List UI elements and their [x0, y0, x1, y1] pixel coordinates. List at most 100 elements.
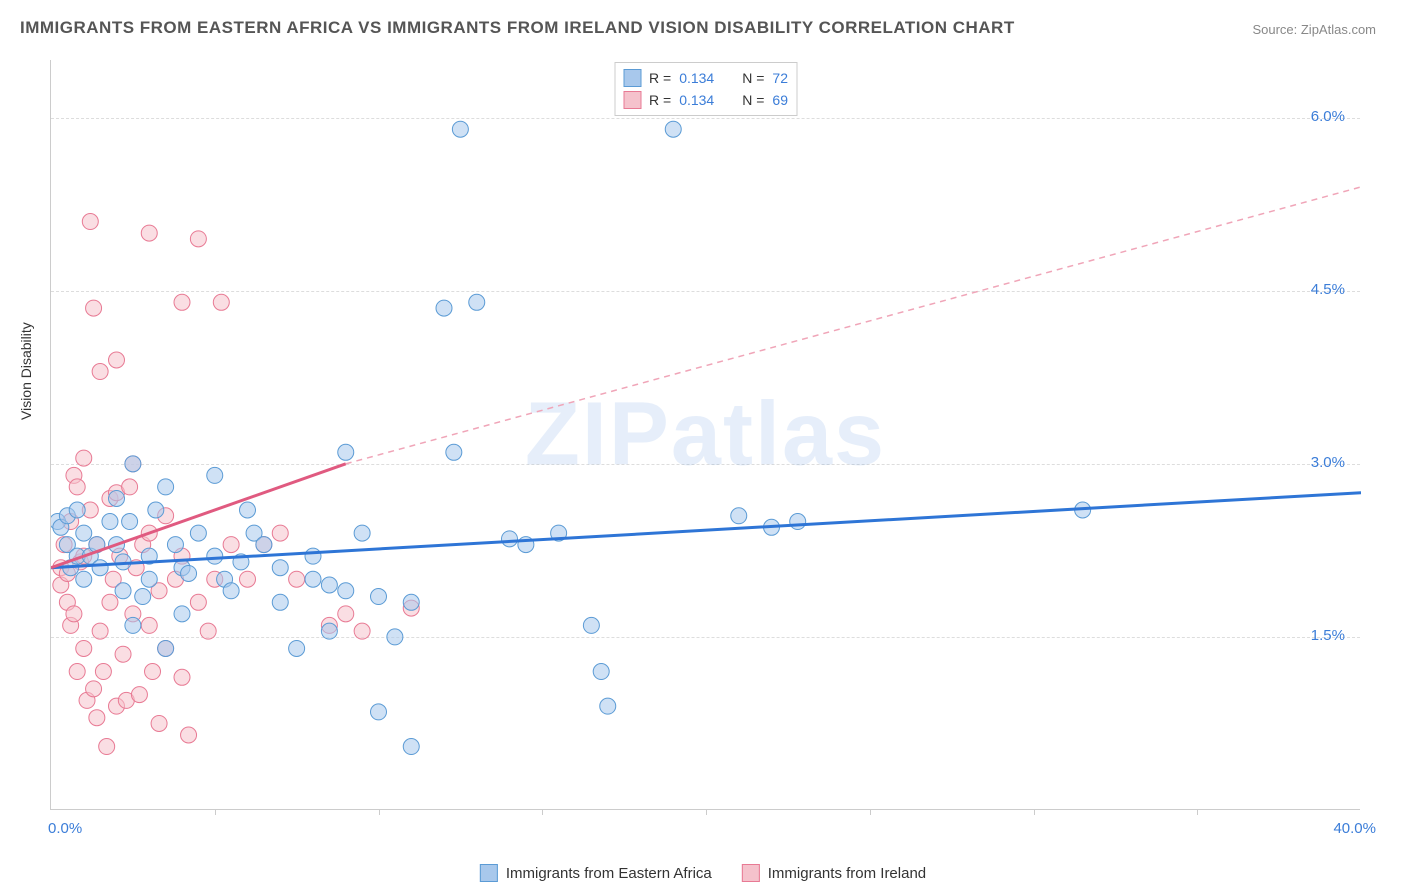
scatter-point	[158, 479, 174, 495]
legend-series-item: Immigrants from Ireland	[742, 864, 926, 882]
scatter-point	[102, 514, 118, 530]
scatter-point	[469, 294, 485, 310]
scatter-point	[354, 623, 370, 639]
scatter-point	[76, 571, 92, 587]
r-label: R =	[649, 70, 671, 86]
scatter-point	[321, 623, 337, 639]
scatter-point	[600, 698, 616, 714]
x-axis-max-label: 40.0%	[1333, 820, 1376, 837]
scatter-point	[256, 537, 272, 553]
legend-swatch	[742, 864, 760, 882]
legend-swatch	[623, 91, 641, 109]
scatter-point	[289, 571, 305, 587]
scatter-point	[109, 352, 125, 368]
regression-line	[346, 187, 1361, 464]
scatter-point	[82, 214, 98, 230]
scatter-point	[593, 664, 609, 680]
scatter-point	[141, 571, 157, 587]
scatter-point	[122, 479, 138, 495]
scatter-point	[213, 294, 229, 310]
scatter-point	[102, 594, 118, 610]
scatter-point	[272, 525, 288, 541]
scatter-point	[371, 704, 387, 720]
scatter-point	[69, 664, 85, 680]
scatter-point	[338, 583, 354, 599]
scatter-point	[141, 225, 157, 241]
r-label: R =	[649, 92, 671, 108]
scatter-point	[174, 606, 190, 622]
scatter-point	[115, 646, 131, 662]
scatter-point	[583, 617, 599, 633]
n-value: 69	[772, 92, 788, 108]
r-value: 0.134	[679, 92, 714, 108]
scatter-point	[190, 231, 206, 247]
scatter-point	[69, 479, 85, 495]
scatter-point	[66, 606, 82, 622]
scatter-point	[122, 514, 138, 530]
scatter-point	[403, 594, 419, 610]
plot-area: ZIPatlas R =0.134N =72R =0.134N =69 1.5%…	[50, 60, 1360, 810]
r-value: 0.134	[679, 70, 714, 86]
scatter-point	[338, 606, 354, 622]
scatter-point	[200, 623, 216, 639]
scatter-point	[452, 121, 468, 137]
scatter-point	[95, 664, 111, 680]
scatter-point	[69, 502, 85, 518]
scatter-point	[151, 715, 167, 731]
scatter-point	[354, 525, 370, 541]
scatter-point	[125, 456, 141, 472]
scatter-point	[223, 537, 239, 553]
scatter-point	[135, 589, 151, 605]
scatter-point	[207, 467, 223, 483]
legend-bottom: Immigrants from Eastern Africa Immigrants…	[480, 864, 926, 882]
scatter-point	[305, 548, 321, 564]
scatter-point	[89, 710, 105, 726]
scatter-point	[92, 623, 108, 639]
scatter-point	[92, 364, 108, 380]
n-label: N =	[742, 70, 764, 86]
scatter-svg	[51, 60, 1361, 810]
scatter-point	[181, 565, 197, 581]
chart-title: IMMIGRANTS FROM EASTERN AFRICA VS IMMIGR…	[20, 18, 1015, 38]
legend-stats-row: R =0.134N =72	[623, 67, 788, 89]
scatter-point	[272, 594, 288, 610]
scatter-point	[731, 508, 747, 524]
scatter-point	[86, 300, 102, 316]
scatter-point	[289, 640, 305, 656]
scatter-point	[240, 502, 256, 518]
scatter-point	[207, 548, 223, 564]
scatter-point	[436, 300, 452, 316]
scatter-point	[338, 444, 354, 460]
legend-series-label: Immigrants from Ireland	[768, 865, 926, 882]
legend-stats-box: R =0.134N =72R =0.134N =69	[614, 62, 797, 116]
scatter-point	[190, 525, 206, 541]
scatter-point	[502, 531, 518, 547]
legend-swatch	[480, 864, 498, 882]
scatter-point	[167, 537, 183, 553]
legend-series-label: Immigrants from Eastern Africa	[506, 865, 712, 882]
scatter-point	[145, 664, 161, 680]
n-label: N =	[742, 92, 764, 108]
x-axis-min-label: 0.0%	[48, 820, 82, 837]
scatter-point	[790, 514, 806, 530]
scatter-point	[125, 617, 141, 633]
scatter-point	[371, 589, 387, 605]
scatter-point	[240, 571, 256, 587]
scatter-point	[86, 681, 102, 697]
scatter-point	[190, 594, 206, 610]
scatter-point	[403, 739, 419, 755]
scatter-point	[99, 739, 115, 755]
scatter-point	[305, 571, 321, 587]
scatter-point	[174, 669, 190, 685]
scatter-point	[92, 560, 108, 576]
scatter-point	[387, 629, 403, 645]
source-attribution: Source: ZipAtlas.com	[1252, 22, 1376, 37]
scatter-point	[131, 687, 147, 703]
scatter-point	[321, 577, 337, 593]
scatter-point	[109, 490, 125, 506]
scatter-point	[76, 640, 92, 656]
scatter-point	[665, 121, 681, 137]
scatter-point	[158, 640, 174, 656]
scatter-point	[115, 583, 131, 599]
scatter-point	[223, 583, 239, 599]
